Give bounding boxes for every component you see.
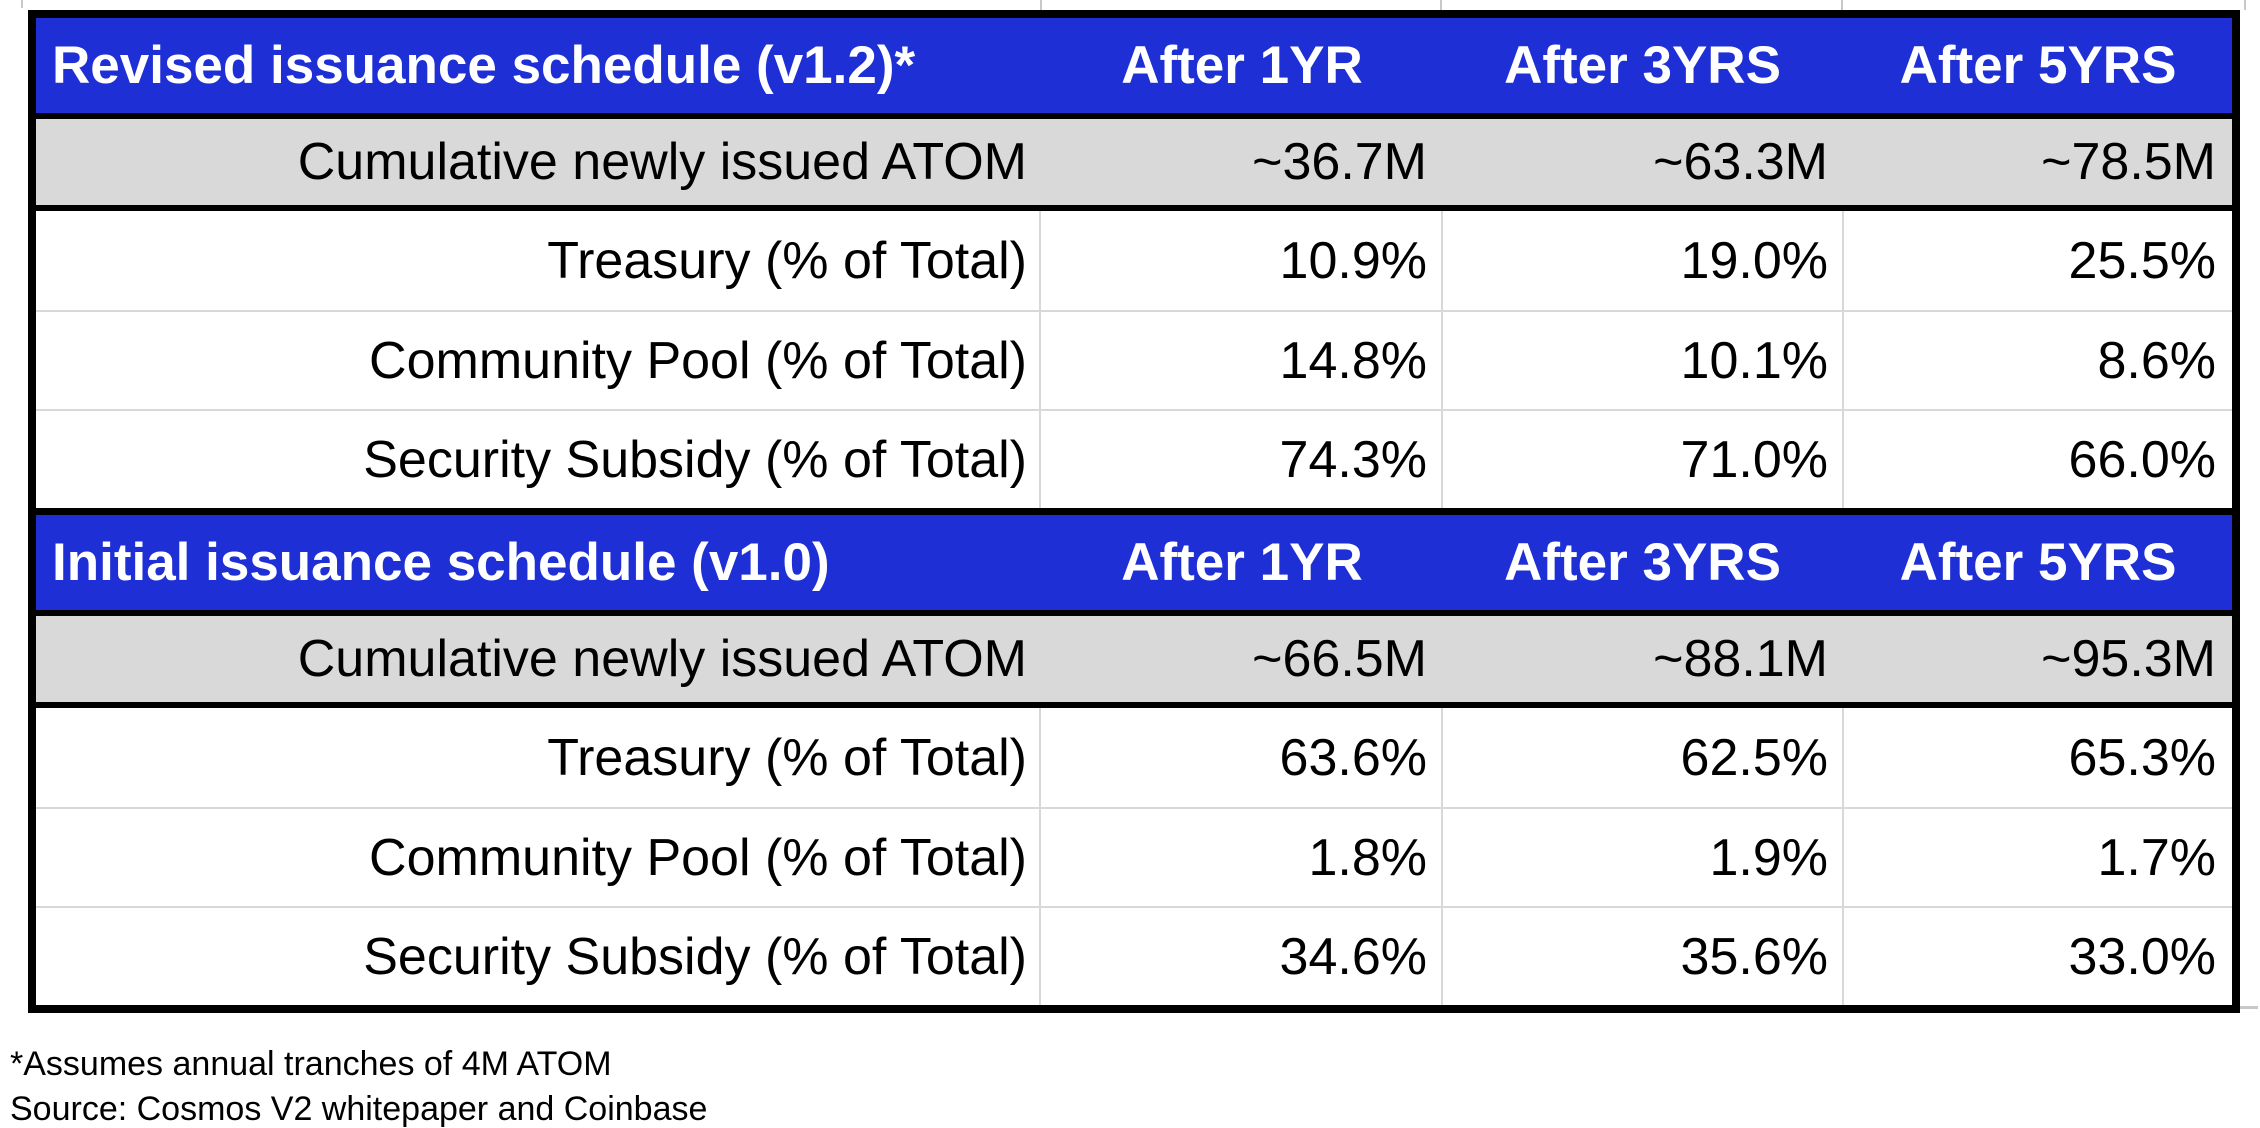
column-header-after-3yrs: After 3YRS [1504,533,1781,592]
cell-value: 14.8% [1279,331,1427,390]
gridline-stub [1040,0,1042,10]
cell-value: 33.0% [1842,908,2232,1005]
gridline-stub [2244,0,2246,10]
table-row-cumulative: Cumulative newly issued ATOM ~36.7M ~63.… [36,119,2232,211]
footnote-source: Source: Cosmos V2 whitepaper and Coinbas… [10,1090,708,1128]
section-revised: Revised issuance schedule (v1.2)* After … [36,18,2232,508]
table-row-security-subsidy: Security Subsidy (% of Total) 74.3% 71.0… [36,409,2232,508]
gridline-stub [2240,1006,2258,1009]
row-label: Cumulative newly issued ATOM [297,630,1027,688]
cell-value: 1.9% [1441,809,1842,906]
column-header-after-1yr: After 1YR [1121,36,1363,95]
issuance-schedule-table: Revised issuance schedule (v1.2)* After … [28,10,2240,1013]
cell-value: ~63.3M [1653,133,1828,191]
cell-value: 25.5% [1842,211,2232,310]
cell-value: 10.1% [1441,312,1842,409]
cell-value: ~88.1M [1653,630,1828,688]
footnote-assumption: *Assumes annual tranches of 4M ATOM [10,1045,612,1083]
section-header-row: Initial issuance schedule (v1.0) After 1… [36,515,2232,616]
cell-value: 62.5% [1441,708,1842,807]
cell-value: ~36.7M [1252,133,1427,191]
gridline-stub [1440,0,1442,10]
table-row-community-pool: Community Pool (% of Total) 1.8% 1.9% 1.… [36,807,2232,906]
cell-value: 1.7% [1842,809,2232,906]
cell-value: 1.8% [1308,828,1427,887]
cell-value: 19.0% [1441,211,1842,310]
row-label: Security Subsidy (% of Total) [36,908,1041,1005]
table-row-treasury: Treasury (% of Total) 10.9% 19.0% 25.5% [36,211,2232,310]
row-label: Community Pool (% of Total) [36,809,1041,906]
cell-value: 66.0% [1842,411,2232,508]
cell-value: ~78.5M [2041,133,2216,191]
cell-value: 35.6% [1441,908,1842,1005]
section-title: Revised issuance schedule (v1.2)* [52,36,916,95]
cell-value: 8.6% [1842,312,2232,409]
column-header-after-5yrs: After 5YRS [1899,533,2177,592]
column-header-after-5yrs: After 5YRS [1899,36,2177,95]
cell-value: 74.3% [1279,430,1427,489]
section-title: Initial issuance schedule (v1.0) [52,533,830,592]
row-label: Treasury (% of Total) [36,211,1041,310]
cell-value: 34.6% [1279,927,1427,986]
column-header-after-3yrs: After 3YRS [1504,36,1781,95]
cell-value: 63.6% [1279,728,1427,787]
table-row-community-pool: Community Pool (% of Total) 14.8% 10.1% … [36,310,2232,409]
footnotes: *Assumes annual tranches of 4M ATOM Sour… [10,1042,707,1128]
row-label: Cumulative newly issued ATOM [297,133,1027,191]
section-header-row: Revised issuance schedule (v1.2)* After … [36,18,2232,119]
column-header-after-1yr: After 1YR [1121,533,1363,592]
row-label: Security Subsidy (% of Total) [36,411,1041,508]
gridline-stub [21,0,23,8]
row-label: Treasury (% of Total) [36,708,1041,807]
table-row-cumulative: Cumulative newly issued ATOM ~66.5M ~88.… [36,616,2232,708]
cell-value: 10.9% [1279,231,1427,290]
table-row-security-subsidy: Security Subsidy (% of Total) 34.6% 35.6… [36,906,2232,1005]
row-label: Community Pool (% of Total) [36,312,1041,409]
cell-value: 71.0% [1441,411,1842,508]
cell-value: ~95.3M [2041,630,2216,688]
section-initial: Initial issuance schedule (v1.0) After 1… [36,508,2232,1005]
cell-value: 65.3% [1842,708,2232,807]
cell-value: ~66.5M [1252,630,1427,688]
table-row-treasury: Treasury (% of Total) 63.6% 62.5% 65.3% [36,708,2232,807]
gridline-stub [1841,0,1843,10]
